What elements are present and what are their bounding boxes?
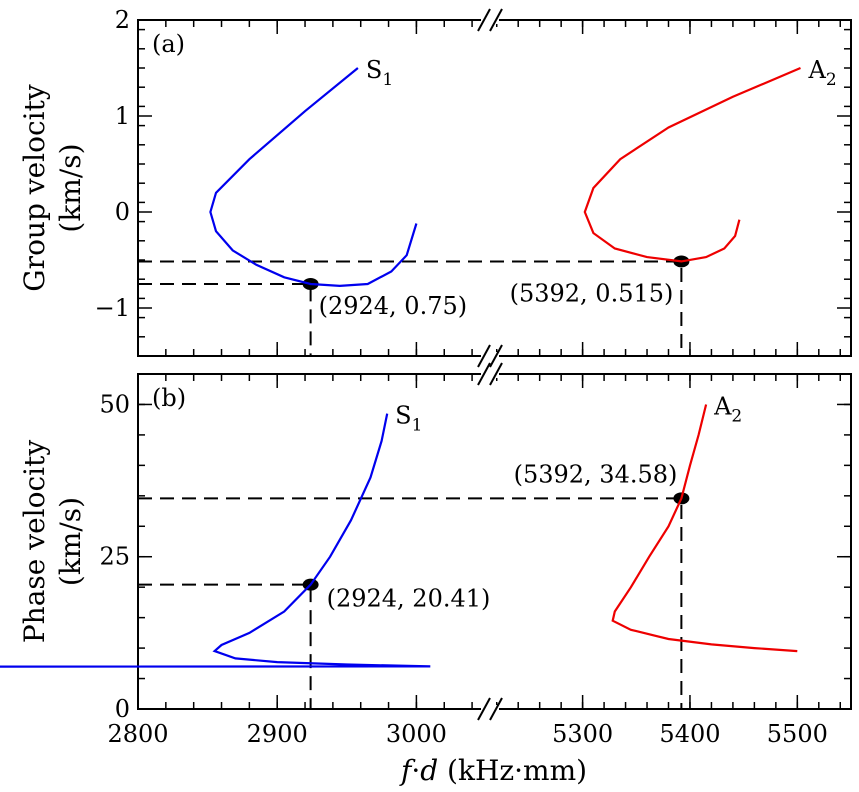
series-label: A2 xyxy=(713,392,742,426)
x-axis-title-d: d xyxy=(420,754,438,787)
panel-label: (a) xyxy=(152,30,185,58)
x-tick-label: 5500 xyxy=(767,720,828,748)
axis-break-mark xyxy=(477,697,491,721)
panel-b-phase-velocity: 50 25 0 (2924, 20.41) (5392, 34.58) S1 A2 (b) Ph… xyxy=(0,362,852,723)
axis-break-mark xyxy=(489,697,503,721)
series-label-subscript: 2 xyxy=(731,406,742,426)
axis-break-mark xyxy=(477,362,491,386)
y-tick-label: 0 xyxy=(115,198,130,226)
series-line-S1 xyxy=(209,67,418,288)
x-axis-title-unit: (kHz·mm) xyxy=(438,754,587,787)
y-tick-label: −1 xyxy=(95,294,130,322)
series-label: A2 xyxy=(808,56,837,90)
y-tick-label: 2 xyxy=(115,6,130,34)
x-tick-label: 5300 xyxy=(552,720,613,748)
point-coordinate-label: (5392, 34.58) xyxy=(514,460,678,488)
y-axis-title-line2: (km/s) xyxy=(54,497,87,586)
y-axis-title-line1: Phase velocity xyxy=(18,440,51,643)
series-label: S1 xyxy=(395,402,422,436)
y-tick-label: 0 xyxy=(115,695,130,723)
x-tick-label: 2900 xyxy=(247,720,308,748)
guide-dashed-line xyxy=(138,497,683,709)
plot-frame xyxy=(137,19,852,357)
series-label-main: S xyxy=(395,402,411,430)
series-label-main: A xyxy=(713,392,732,420)
series-label-subscript: 1 xyxy=(382,70,393,90)
axis-break-gap xyxy=(481,370,499,378)
panel-label: (b) xyxy=(152,384,186,412)
point-coordinate-label: (2924, 20.41) xyxy=(327,585,491,613)
axis-break-gap xyxy=(481,352,499,360)
series-line-S1 xyxy=(0,413,431,668)
axis-break-mark xyxy=(489,344,503,368)
x-axis-title: f·d (kHz·mm) xyxy=(399,754,587,787)
series-label-main: A xyxy=(808,56,827,84)
series-label: S1 xyxy=(366,56,393,90)
x-tick-label: 3000 xyxy=(386,720,447,748)
x-tick-label: 5400 xyxy=(659,720,720,748)
series-label-subscript: 2 xyxy=(826,70,837,90)
series-label-subscript: 1 xyxy=(412,416,423,436)
series-line-A2 xyxy=(583,66,801,263)
y-tick-label: 1 xyxy=(115,102,130,130)
x-axis-title-dot: · xyxy=(411,754,420,787)
axis-break-mark xyxy=(489,8,503,32)
guide-dashed-line xyxy=(138,260,683,356)
guide-dashed-line xyxy=(138,583,312,709)
panel-a-group-velocity: 210−1 (2924, 0.75) (5392, 0.515)S1 A2(a)Gro… xyxy=(18,6,852,368)
series-line-A2 xyxy=(611,404,798,653)
y-axis-title-line2: (km/s) xyxy=(54,143,87,232)
axis-break-mark xyxy=(489,362,503,386)
x-tick-label: 2800 xyxy=(107,720,168,748)
y-tick-label: 25 xyxy=(99,543,130,571)
point-coordinate-label: (2924, 0.75) xyxy=(319,292,468,320)
axis-break-mark xyxy=(477,344,491,368)
axis-break-mark xyxy=(477,8,491,32)
guide-dashed-line xyxy=(138,283,312,356)
axis-break-gap xyxy=(481,705,499,713)
axis-break-gap xyxy=(481,16,499,24)
x-axis: 2800 2900 3000 5300 5400 5500 f·d (kHz·mm) xyxy=(107,720,827,787)
y-axis-title-line1: Group velocity xyxy=(18,84,51,292)
y-tick-label: 50 xyxy=(99,390,130,418)
series-label-main: S xyxy=(366,56,382,84)
point-coordinate-label: (5392, 0.515) xyxy=(510,279,674,307)
